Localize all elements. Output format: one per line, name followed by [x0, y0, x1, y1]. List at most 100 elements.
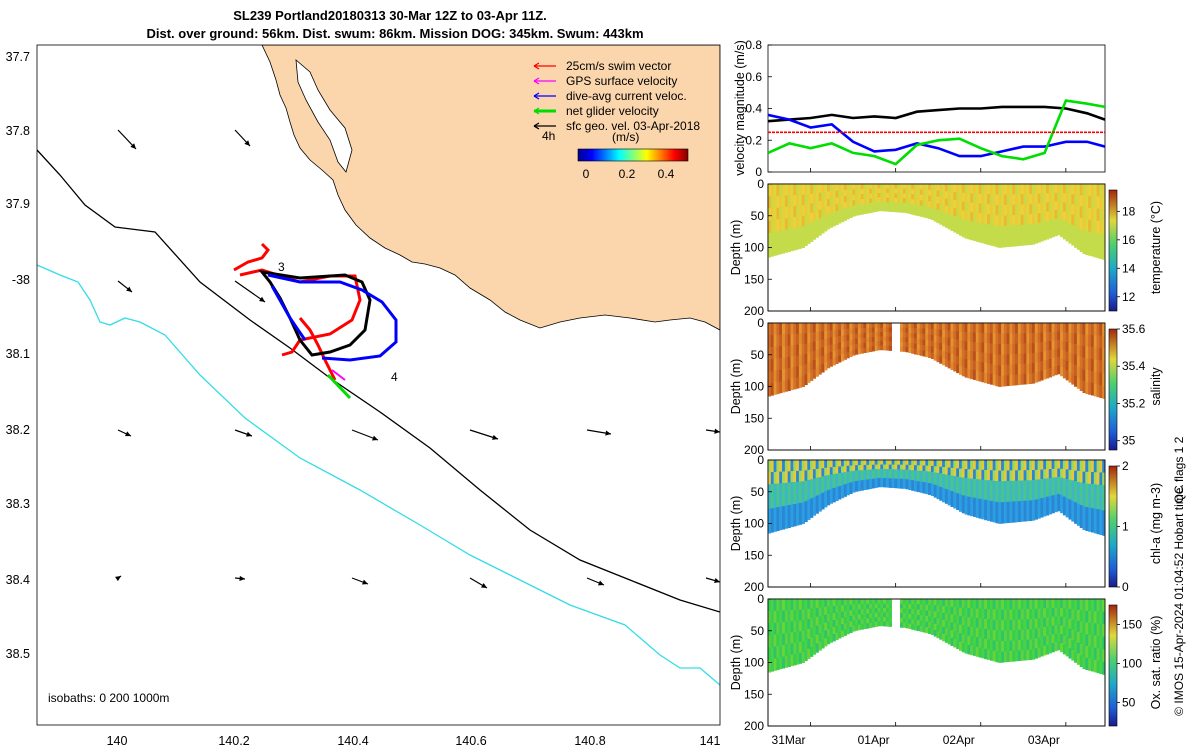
section-cell	[1065, 460, 1069, 470]
section-cell	[1006, 480, 1010, 492]
section-cell	[827, 599, 831, 607]
section-cell	[933, 215, 937, 222]
section-cell	[914, 460, 918, 466]
section-cell	[1062, 496, 1067, 507]
map-latitude-ticks: 37.7 37.8 37.9 -38 38.1 38.2 38.3 38.4 3…	[6, 50, 30, 661]
section-cell	[835, 480, 839, 488]
section-cell	[866, 608, 870, 614]
section-cell	[1076, 377, 1081, 389]
section-cell	[989, 323, 994, 334]
section-cell	[888, 473, 892, 479]
section-cell	[863, 603, 867, 610]
lat-tick: 38.3	[6, 497, 30, 511]
section-cell	[1015, 609, 1019, 620]
section-cell	[956, 323, 960, 332]
section-cell	[883, 473, 887, 479]
section-cell	[1082, 184, 1086, 196]
map-longitude-ticks: 140 140.2 140.4 140.6 140.8 141	[107, 734, 721, 748]
section-cell	[801, 237, 805, 248]
section-cell	[995, 184, 999, 195]
section-cell	[900, 184, 904, 190]
section-cell	[1091, 220, 1095, 233]
section-cell	[874, 599, 878, 604]
section-cell	[846, 610, 850, 617]
section-cell	[922, 206, 926, 212]
section-cell	[812, 617, 817, 628]
section-cell	[939, 460, 943, 468]
section-cell	[1017, 629, 1022, 641]
section-cell	[956, 476, 960, 486]
geo-velocity-arrow	[234, 429, 253, 437]
section-cell	[964, 332, 968, 342]
section-cell	[852, 470, 856, 477]
section-cell	[933, 354, 937, 361]
section-cell	[770, 347, 774, 360]
section-cell	[807, 489, 811, 501]
legend-entry: net glider velocity	[533, 104, 659, 118]
section-cell	[801, 194, 805, 206]
section-cell	[779, 218, 783, 231]
section-cell	[832, 198, 836, 206]
section-cell	[880, 188, 884, 194]
section-cell	[804, 353, 808, 365]
section-cell	[1096, 335, 1100, 348]
section-cell	[885, 469, 890, 474]
velocity-ytick-label: 0.2	[745, 133, 762, 147]
section-cell	[779, 622, 783, 635]
section-cell	[891, 473, 895, 479]
section-cell	[810, 460, 814, 470]
section-cell	[776, 460, 780, 473]
section-cell	[905, 184, 909, 190]
section-cell	[846, 184, 850, 191]
section-cell	[978, 184, 982, 195]
section-cell	[914, 480, 918, 487]
section-cell	[804, 511, 808, 523]
section-cell	[905, 599, 909, 605]
section-cell	[956, 184, 960, 193]
section-cell	[863, 613, 867, 620]
section-cell	[1020, 511, 1024, 522]
section-cell	[1037, 599, 1041, 610]
section-cell	[1034, 233, 1038, 244]
section-cell	[970, 608, 974, 618]
section-cell	[1037, 213, 1041, 224]
section-cell	[812, 230, 817, 240]
section-cell	[1102, 348, 1106, 362]
section-cell	[919, 609, 923, 616]
section-cell	[782, 599, 786, 611]
section-cell	[1074, 375, 1078, 387]
section-cell	[852, 625, 856, 632]
section-cell	[894, 184, 898, 189]
section-cell	[827, 628, 831, 637]
section-cell	[1029, 480, 1033, 491]
section-cell	[919, 350, 923, 356]
section-cell	[798, 599, 803, 611]
section-cell	[900, 346, 904, 352]
section-cell	[810, 332, 814, 343]
section-cell	[1026, 373, 1030, 385]
section-cell	[860, 199, 864, 205]
section-cell	[1060, 219, 1064, 229]
section-cell	[916, 323, 920, 329]
section-cell	[1074, 194, 1078, 206]
section-cell	[782, 195, 786, 208]
section-cell	[1001, 641, 1005, 652]
section-cell	[824, 599, 828, 608]
section-cell	[807, 479, 811, 491]
section-cell	[950, 191, 954, 200]
section-cell	[967, 617, 971, 627]
section-cell	[911, 189, 915, 195]
section-cell	[807, 628, 811, 640]
section-cell	[773, 323, 777, 336]
section-cell	[919, 599, 923, 605]
section-cell	[846, 599, 850, 606]
section-cell	[810, 342, 814, 353]
section-cell	[908, 347, 912, 353]
time-axis: 31Mar 01Apr 02Apr 03Apr	[772, 168, 1067, 747]
section-cell	[919, 333, 923, 340]
section-cell	[908, 342, 912, 349]
section-cell	[1076, 460, 1081, 472]
section-cell	[1048, 644, 1052, 654]
section-cell	[784, 345, 789, 358]
section-cell	[1029, 649, 1033, 660]
